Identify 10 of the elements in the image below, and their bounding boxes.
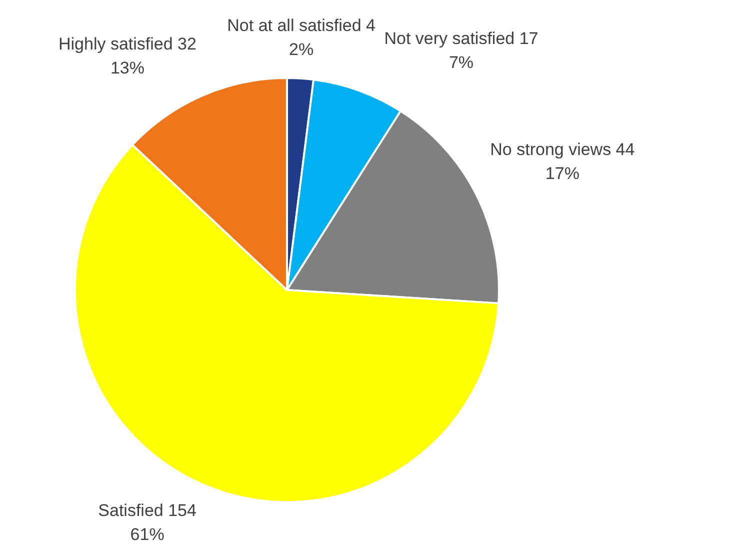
data-label: 2% <box>289 40 314 60</box>
data-label: 7% <box>448 53 474 72</box>
data-label: 17% <box>545 164 580 184</box>
data-label: 13% <box>110 58 144 78</box>
slice-label: Not at all satisfied 4 <box>227 16 376 36</box>
slice-label: Highly satisfied 32 <box>58 34 196 54</box>
slice-label: Satisfied 154 <box>98 500 196 520</box>
data-label: 61% <box>130 524 164 544</box>
slice-label: Not very satisfied 17 <box>384 29 538 48</box>
slice-label: No strong views 44 <box>490 140 635 160</box>
